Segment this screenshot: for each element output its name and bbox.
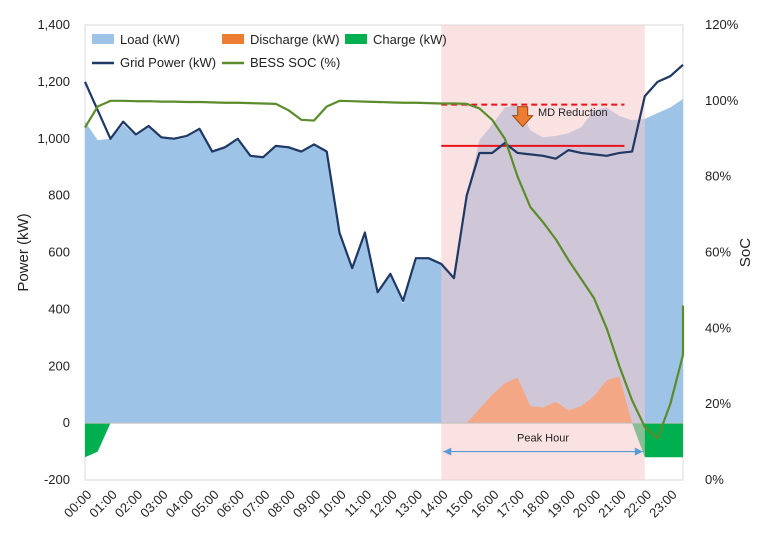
md-reduction-arrow-icon	[511, 106, 534, 128]
y-axis-title: Power (kW)	[15, 213, 32, 291]
y2-tick-label: 60%	[705, 245, 731, 260]
x-tick-label: 03:00	[137, 487, 171, 521]
md-reduction-label: MD Reduction	[538, 107, 608, 119]
x-tick-label: 04:00	[163, 487, 197, 521]
x-tick-label: 14:00	[417, 487, 451, 521]
x-tick-label: 22:00	[621, 487, 655, 521]
x-tick-label: 06:00	[214, 487, 248, 521]
y-tick-label: -200	[44, 472, 70, 487]
y-tick-label: 400	[48, 301, 70, 316]
y2-tick-label: 0%	[705, 472, 724, 487]
x-tick-label: 07:00	[239, 487, 273, 521]
y-tick-label: 1,000	[37, 131, 70, 146]
y2-tick-label: 40%	[705, 320, 731, 335]
x-tick-label: 19:00	[544, 487, 578, 521]
x-tick-label: 09:00	[290, 487, 324, 521]
y-tick-label: 800	[48, 188, 70, 203]
y-tick-label: 1,200	[37, 74, 70, 89]
x-tick-label: 00:00	[61, 487, 95, 521]
y2-tick-label: 120%	[705, 17, 739, 32]
y2-axis-title: SoC	[737, 238, 754, 267]
legend-swatch	[92, 34, 114, 44]
bess-soc-line	[84, 99, 685, 440]
y2-tick-label: 100%	[705, 93, 739, 108]
x-tick-label: 13:00	[392, 487, 426, 521]
peak-hour-arrow-right-icon	[634, 447, 643, 456]
peak-hour-label: Peak Hour	[517, 433, 569, 445]
y2-tick-label: 20%	[705, 396, 731, 411]
y-tick-label: 200	[48, 358, 70, 373]
legend-swatch	[222, 34, 244, 44]
legend-label: BESS SOC (%)	[250, 55, 340, 70]
y2-tick-label: 80%	[705, 169, 731, 184]
legend-label: Load (kW)	[120, 32, 180, 47]
x-tick-label: 02:00	[112, 487, 146, 521]
x-tick-label: 23:00	[646, 487, 680, 521]
x-tick-label: 10:00	[315, 487, 349, 521]
x-tick-label: 15:00	[443, 487, 477, 521]
legend-label: Discharge (kW)	[250, 32, 340, 47]
y-tick-label: 600	[48, 245, 70, 260]
x-tick-label: 01:00	[86, 487, 120, 521]
peak-hour-shade	[441, 25, 645, 480]
x-tick-label: 16:00	[468, 487, 502, 521]
peak-hour-arrow-left-icon	[443, 447, 452, 456]
x-tick-label: 12:00	[366, 487, 400, 521]
y-tick-label: 1,400	[37, 17, 70, 32]
x-tick-label: 20:00	[570, 487, 604, 521]
legend-label: Grid Power (kW)	[120, 55, 216, 70]
legend-label: Charge (kW)	[373, 32, 447, 47]
y-tick-label: 0	[63, 415, 70, 430]
grid-power-line	[83, 63, 684, 302]
x-tick-label: 08:00	[264, 487, 298, 521]
x-tick-label: 11:00	[341, 487, 374, 520]
x-tick-label: 18:00	[519, 487, 553, 521]
x-tick-label: 21:00	[595, 487, 629, 521]
x-tick-label: 05:00	[188, 487, 222, 521]
x-tick-label: 17:00	[493, 487, 527, 521]
legend-swatch	[345, 34, 367, 44]
